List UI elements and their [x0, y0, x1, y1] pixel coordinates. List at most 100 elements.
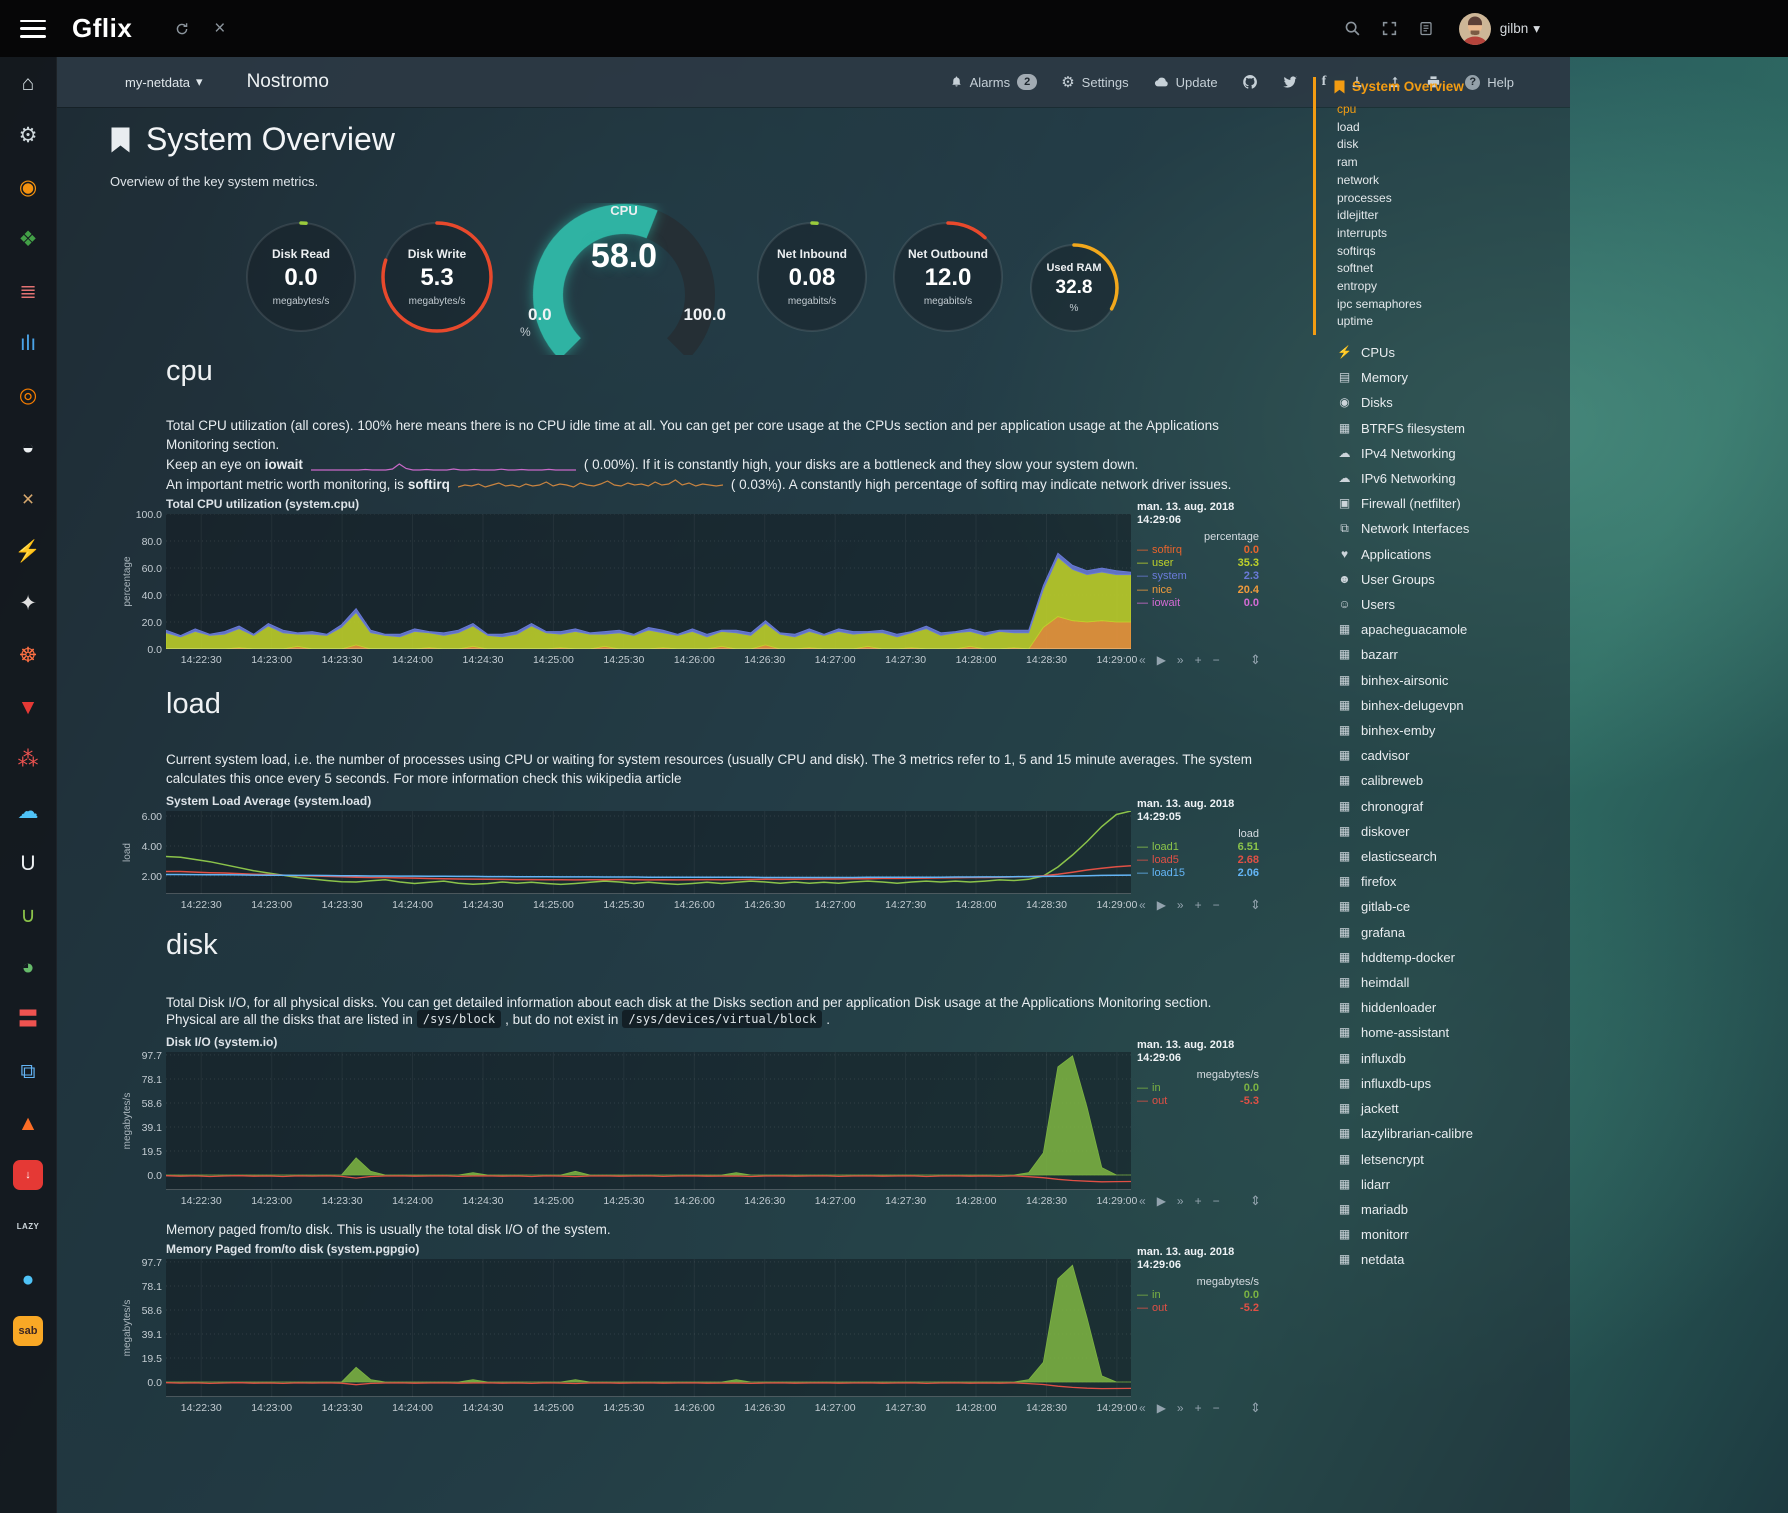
menu-app-jackett[interactable]: ▦jackett	[1313, 1096, 1570, 1121]
rail-app-star[interactable]: ✦	[0, 577, 57, 629]
menu-app-gitlab-ce[interactable]: ▦gitlab-ce	[1313, 894, 1570, 919]
pan-forward-button[interactable]: »	[1177, 1194, 1184, 1208]
zoom-in-button[interactable]: +	[1195, 898, 1202, 912]
rail-app-shield[interactable]: ▼	[0, 681, 57, 733]
menu-sub-processes[interactable]: processes	[1313, 190, 1570, 208]
changelog-icon[interactable]	[1418, 20, 1434, 37]
menu-app-hddtemp-docker[interactable]: ▦hddtemp-docker	[1313, 945, 1570, 970]
menu-section-cpus[interactable]: ⚡CPUs	[1313, 340, 1570, 365]
menu-app-apacheguacamole[interactable]: ▦apacheguacamole	[1313, 617, 1570, 642]
rail-app-search[interactable]: ◎	[0, 369, 57, 421]
rail-app-cluster[interactable]: ⁂	[0, 733, 57, 785]
gauge-net-inbound[interactable]: Net Inbound0.08megabits/s	[754, 219, 870, 335]
rail-app-drop[interactable]: ●	[0, 1253, 57, 1305]
menu-app-netdata[interactable]: ▦netdata	[1313, 1247, 1570, 1272]
pan-forward-button[interactable]: »	[1177, 653, 1184, 667]
menu-app-binhex-emby[interactable]: ▦binhex-emby	[1313, 718, 1570, 743]
zoom-out-button[interactable]: −	[1213, 898, 1220, 912]
legend-load15[interactable]: —load152.06	[1137, 867, 1259, 880]
legend-load1[interactable]: —load16.51	[1137, 841, 1259, 854]
hamburger-menu-icon[interactable]	[20, 20, 46, 38]
menu-app-diskover[interactable]: ▦diskover	[1313, 819, 1570, 844]
zoom-in-button[interactable]: +	[1195, 1194, 1202, 1208]
rail-app-ring-green[interactable]: ◕	[0, 941, 57, 993]
play-button[interactable]: ▶	[1157, 1401, 1166, 1415]
zoom-out-button[interactable]: −	[1213, 1194, 1220, 1208]
menu-system-overview[interactable]: System Overview	[1334, 79, 1464, 94]
chart-load[interactable]: System Load Average (system.load)load6.0…	[110, 794, 1270, 916]
pan-backward-button[interactable]: «	[1139, 1194, 1146, 1208]
menu-app-hiddenloader[interactable]: ▦hiddenloader	[1313, 995, 1570, 1020]
menu-section-btrfs-filesystem[interactable]: ▦BTRFS filesystem	[1313, 416, 1570, 441]
pan-forward-button[interactable]: »	[1177, 898, 1184, 912]
menu-sub-ipc-semaphores[interactable]: ipc semaphores	[1313, 296, 1570, 314]
chart-plot-area[interactable]	[166, 1052, 1131, 1190]
menu-app-bazarr[interactable]: ▦bazarr	[1313, 642, 1570, 667]
menu-sub-network[interactable]: network	[1313, 172, 1570, 190]
legend-user[interactable]: —user35.3	[1137, 557, 1259, 570]
menu-app-chronograf[interactable]: ▦chronograf	[1313, 794, 1570, 819]
legend-in[interactable]: —in0.0	[1137, 1082, 1259, 1095]
rail-app-u-green[interactable]: ∪	[0, 889, 57, 941]
rail-app-round-white[interactable]: ◒	[0, 421, 57, 473]
menu-sub-cpu[interactable]: cpu	[1313, 101, 1570, 119]
chart-pgpgio[interactable]: Memory Paged from/to disk (system.pgpgio…	[110, 1242, 1270, 1419]
rail-settings[interactable]: ⚙	[0, 109, 57, 161]
legend-in[interactable]: —in0.0	[1137, 1289, 1259, 1302]
rail-app-lazylibrarian[interactable]: LAZY	[0, 1201, 57, 1253]
legend-iowait[interactable]: —iowait0.0	[1137, 597, 1259, 610]
menu-section-memory[interactable]: ▤Memory	[1313, 365, 1570, 390]
rail-app-stack[interactable]: ≣	[0, 265, 57, 317]
zoom-in-button[interactable]: +	[1195, 1401, 1202, 1415]
zoom-in-button[interactable]: +	[1195, 653, 1202, 667]
menu-sub-uptime[interactable]: uptime	[1313, 313, 1570, 331]
menu-app-lazylibrarian-calibre[interactable]: ▦lazylibrarian-calibre	[1313, 1121, 1570, 1146]
chart-resize-handle[interactable]: ⇕	[1250, 652, 1261, 668]
menu-app-influxdb-ups[interactable]: ▦influxdb-ups	[1313, 1071, 1570, 1096]
chart-cpu[interactable]: Total CPU utilization (system.cpu)percen…	[110, 497, 1270, 671]
pan-forward-button[interactable]: »	[1177, 1401, 1184, 1415]
menu-app-calibreweb[interactable]: ▦calibreweb	[1313, 768, 1570, 793]
rail-app-bolt[interactable]: ⚡	[0, 525, 57, 577]
menu-sub-softirqs[interactable]: softirqs	[1313, 243, 1570, 261]
cpu-gauge[interactable]: CPU 58.0 0.0 100.0 %	[514, 203, 734, 355]
chart-resize-handle[interactable]: ⇕	[1250, 897, 1261, 913]
menu-app-letsencrypt[interactable]: ▦letsencrypt	[1313, 1147, 1570, 1172]
search-icon[interactable]	[1344, 20, 1361, 37]
rail-app-window[interactable]: ⧉	[0, 1045, 57, 1097]
play-button[interactable]: ▶	[1157, 898, 1166, 912]
rail-app-sab[interactable]: sab	[0, 1305, 57, 1357]
menu-section-ipv4-networking[interactable]: ☁IPv4 Networking	[1313, 441, 1570, 466]
chart-disk[interactable]: Disk I/O (system.io)megabytes/s97.778.15…	[110, 1035, 1270, 1212]
menu-section-users[interactable]: ☺Users	[1313, 592, 1570, 617]
rail-app-orange-ring[interactable]: ◉	[0, 161, 57, 213]
rail-app-wheel[interactable]: ☸	[0, 629, 57, 681]
menu-app-mariadb[interactable]: ▦mariadb	[1313, 1197, 1570, 1222]
chart-resize-handle[interactable]: ⇕	[1250, 1193, 1261, 1209]
menu-app-grafana[interactable]: ▦grafana	[1313, 920, 1570, 945]
menu-sub-load[interactable]: load	[1313, 119, 1570, 137]
legend-nice[interactable]: —nice20.4	[1137, 584, 1259, 597]
rail-app-cloud[interactable]: ☁	[0, 785, 57, 837]
rail-app-x[interactable]: ×	[0, 473, 57, 525]
menu-section-firewall-netfilter-[interactable]: ▣Firewall (netfilter)	[1313, 491, 1570, 516]
chart-resize-handle[interactable]: ⇕	[1250, 1400, 1261, 1416]
menu-section-ipv6-networking[interactable]: ☁IPv6 Networking	[1313, 466, 1570, 491]
gauge-used-ram[interactable]: Used RAM32.8%	[1027, 241, 1121, 335]
play-button[interactable]: ▶	[1157, 653, 1166, 667]
pan-backward-button[interactable]: «	[1139, 1401, 1146, 1415]
menu-sub-ram[interactable]: ram	[1313, 154, 1570, 172]
server-dropdown[interactable]: my-netdata ▾	[125, 74, 203, 90]
user-menu[interactable]: gilbn ▾	[1500, 21, 1540, 37]
legend-load5[interactable]: —load52.68	[1137, 854, 1259, 867]
menu-app-firefox[interactable]: ▦firefox	[1313, 869, 1570, 894]
pan-backward-button[interactable]: «	[1139, 898, 1146, 912]
menu-app-elasticsearch[interactable]: ▦elasticsearch	[1313, 844, 1570, 869]
close-tab-icon[interactable]: ×	[214, 18, 225, 40]
rail-app-gitlab[interactable]: ▲	[0, 1097, 57, 1149]
gauge-disk-write[interactable]: Disk Write5.3megabytes/s	[379, 219, 495, 335]
twitter-button[interactable]	[1282, 75, 1298, 89]
legend-system[interactable]: —system2.3	[1137, 570, 1259, 583]
menu-sub-interrupts[interactable]: interrupts	[1313, 225, 1570, 243]
alarms-button[interactable]: Alarms 2	[950, 74, 1038, 90]
